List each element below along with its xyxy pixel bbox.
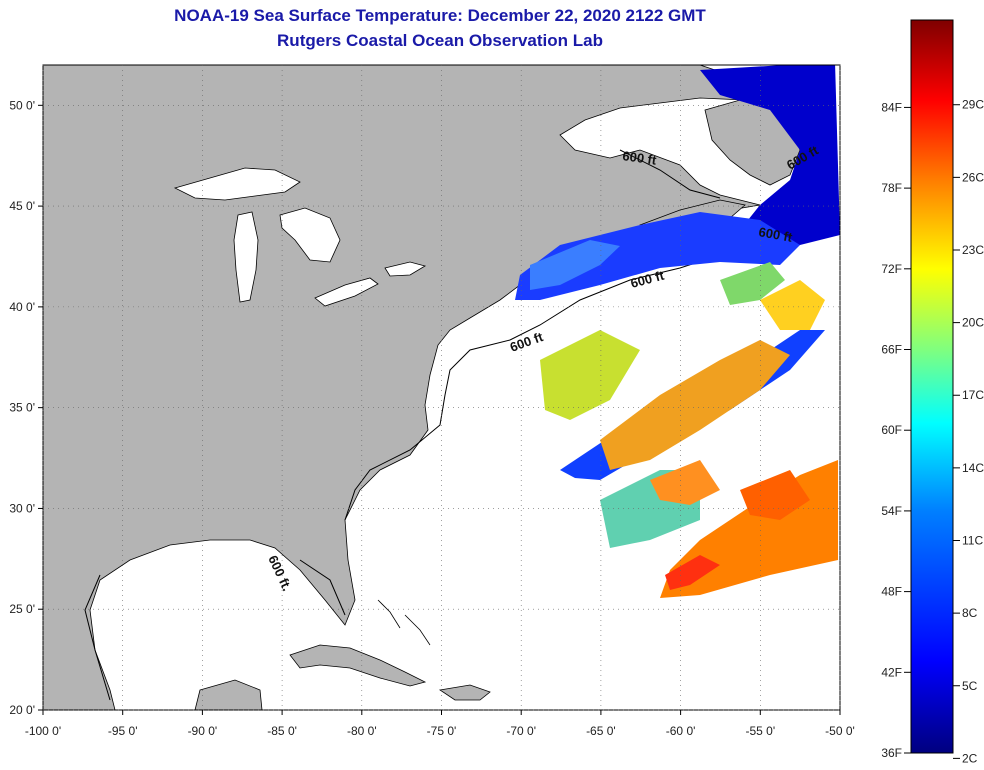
colorbar-c-label: 8C xyxy=(962,606,978,620)
map-title: NOAA-19 Sea Surface Temperature: Decembe… xyxy=(174,6,706,25)
colorbar-c-label: 29C xyxy=(962,98,984,112)
lake-michigan xyxy=(233,211,259,303)
colorbar-c-label: 23C xyxy=(962,243,984,257)
colorbar-f-label: 36F xyxy=(881,746,902,760)
x-tick-label: -50 0' xyxy=(825,724,855,738)
x-tick-label: -65 0' xyxy=(586,724,616,738)
colorbar-f-label: 60F xyxy=(881,423,902,437)
colorbar-f-label: 48F xyxy=(881,585,902,599)
lake-erie xyxy=(314,277,379,307)
sst-swath xyxy=(515,65,840,598)
x-tick-label: -70 0' xyxy=(506,724,536,738)
lake-huron xyxy=(279,207,341,263)
colorbar-f-label: 78F xyxy=(881,181,902,195)
colorbar-c-label: 2C xyxy=(962,751,978,765)
y-tick-label: 45 0' xyxy=(9,199,35,213)
lake-ontario xyxy=(384,261,427,277)
colorbar-f-label: 72F xyxy=(881,262,902,276)
colorbar-celsius-scale: 29C 26C 23C 20C 17C 14C 11C 8C 5C 2C xyxy=(953,98,984,765)
x-tick-label: -75 0' xyxy=(427,724,457,738)
map-subtitle: Rutgers Coastal Ocean Observation Lab xyxy=(277,31,603,50)
land-cuba xyxy=(289,644,427,687)
colorbar-c-label: 5C xyxy=(962,679,978,693)
y-tick-label: 35 0' xyxy=(9,401,35,415)
colorbar-c-label: 11C xyxy=(962,533,983,547)
colorbar-fahrenheit-scale: 84F 78F 72F 66F 60F 54F 48F 42F 36F xyxy=(881,100,911,760)
temperature-colorbar xyxy=(910,19,954,754)
colorbar-f-label: 54F xyxy=(881,504,902,518)
x-tick-label: -85 0' xyxy=(267,724,297,738)
land-yucatan xyxy=(194,679,263,710)
x-tick-label: -80 0' xyxy=(347,724,377,738)
lake-superior xyxy=(173,167,301,201)
colorbar-c-label: 14C xyxy=(962,461,984,475)
y-tick-label: 20 0' xyxy=(9,703,35,717)
x-tick-label: -95 0' xyxy=(108,724,138,738)
colorbar-f-label: 42F xyxy=(881,665,902,679)
colorbar-c-label: 17C xyxy=(962,388,984,402)
land-hispaniola xyxy=(438,684,491,701)
contour-600ft xyxy=(84,149,831,701)
y-tick-label: 25 0' xyxy=(9,602,35,616)
longitude-axis: -100 0' -95 0' -90 0' -85 0' -80 0' -75 0' -70… xyxy=(25,710,855,738)
colorbar-c-label: 20C xyxy=(962,316,984,330)
y-tick-label: 50 0' xyxy=(9,98,35,112)
x-tick-label: -100 0' xyxy=(25,724,61,738)
land-north-america xyxy=(43,65,761,710)
y-tick-label: 30 0' xyxy=(9,501,35,515)
latitude-axis: 50 0' 45 0' 40 0' 35 0' 30 0' 25 0' 20 0' xyxy=(9,98,43,717)
colorbar-f-label: 66F xyxy=(881,343,902,357)
land-bahamas xyxy=(377,599,431,646)
contour-label: 600 ft xyxy=(622,148,658,168)
colorbar-c-label: 26C xyxy=(962,170,984,184)
contour-label: 600 ft xyxy=(757,224,794,245)
x-tick-label: -60 0' xyxy=(666,724,696,738)
colorbar-f-label: 84F xyxy=(881,100,902,114)
y-tick-label: 40 0' xyxy=(9,300,35,314)
x-tick-label: -90 0' xyxy=(188,724,218,738)
x-tick-label: -55 0' xyxy=(745,724,775,738)
